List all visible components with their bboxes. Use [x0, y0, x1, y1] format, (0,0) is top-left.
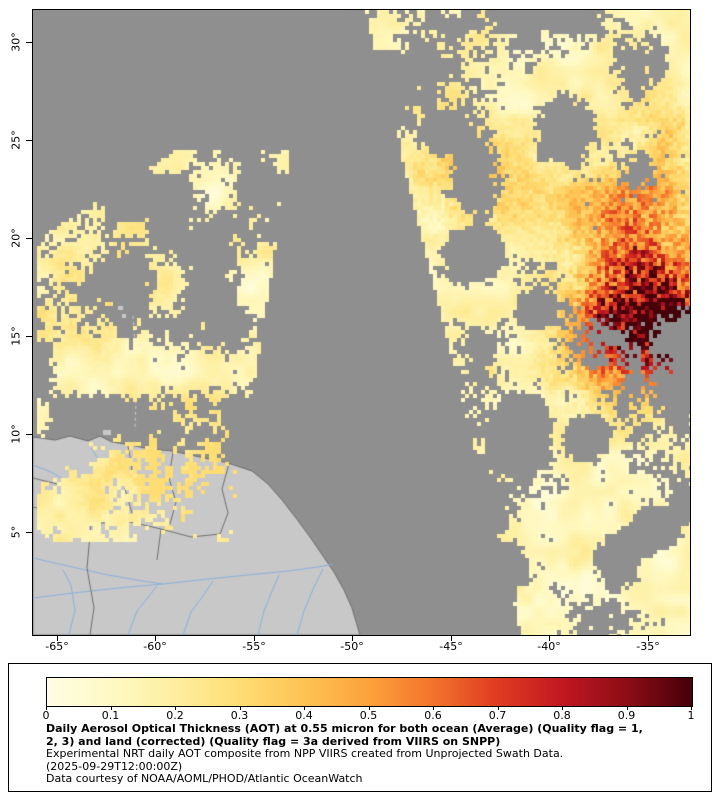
x-axis-tick-mark — [155, 636, 156, 641]
caption-courtesy: Data courtesy of NOAA/AOML/PHOD/Atlantic… — [46, 772, 363, 785]
caption-experimental: Experimental NRT daily AOT composite fro… — [46, 747, 564, 760]
colorbar-tick-label: 0.8 — [553, 709, 571, 722]
x-axis-tick-mark — [352, 636, 353, 641]
y-axis-tick-mark — [26, 532, 32, 533]
x-axis-tick-mark — [549, 636, 550, 641]
x-axis-tick-mark — [254, 636, 255, 641]
x-axis-tick-label: -40° — [537, 640, 561, 653]
colorbar-tick-mark — [626, 706, 628, 710]
colorbar-tick-label: 1 — [687, 709, 695, 722]
colorbar-tick-label: 0 — [42, 709, 50, 722]
colorbar-tick-mark — [433, 706, 434, 710]
caption: Daily Aerosol Optical Thickness (AOT) at… — [46, 722, 701, 786]
x-axis-tick-mark — [648, 636, 649, 641]
caption-title-line2: 2, 3) and land (corrected) (Quality flag… — [46, 734, 501, 748]
colorbar-tick-label: 0.4 — [295, 709, 313, 722]
caption-title: Daily Aerosol Optical Thickness (AOT) at… — [46, 722, 701, 748]
colorbar-tick-label: 0.1 — [101, 709, 120, 722]
x-axis-tick-label: -55° — [242, 640, 266, 653]
colorbar-tick-mark — [368, 706, 370, 710]
colorbar-tick-mark — [304, 706, 305, 710]
y-axis-tick-label: 30° — [9, 32, 23, 52]
y-axis-tick-mark — [26, 238, 32, 239]
aot-map-canvas — [32, 9, 691, 636]
colorbar-tick-mark — [691, 706, 692, 710]
colorbar-tick-label: 0.9 — [617, 709, 636, 722]
colorbar-tick-label: 0.5 — [359, 709, 378, 722]
colorbar-tick-mark — [46, 706, 47, 710]
colorbar-tick-label: 0.2 — [166, 709, 184, 722]
colorbar-tick-mark — [562, 706, 563, 710]
caption-timestamp: (2025-09-29T12:00:00Z) — [46, 759, 183, 773]
y-axis-tick-label: 5° — [9, 525, 23, 539]
x-axis-tick-label: -65° — [45, 640, 69, 653]
y-axis-tick-mark — [26, 140, 32, 141]
x-axis-tick-label: -45° — [439, 640, 463, 653]
y-axis-tick-mark — [26, 42, 32, 43]
caption-title-line1: Daily Aerosol Optical Thickness (AOT) at… — [46, 722, 643, 735]
y-axis-tick-label: 15° — [9, 326, 23, 346]
y-axis-tick-mark — [26, 336, 32, 337]
colorbar-tick-mark — [110, 706, 112, 710]
colorbar-tick-mark — [175, 706, 176, 710]
colorbar-tick-label: 0.6 — [424, 709, 442, 722]
legend-box: Daily Aerosol Optical Thickness (AOT) at… — [8, 663, 712, 792]
y-axis-tick-mark — [26, 434, 32, 435]
y-axis-tick-label: 20° — [9, 228, 23, 248]
x-axis-tick-mark — [57, 636, 58, 641]
y-axis-tick-label: 10° — [9, 424, 23, 444]
x-axis-tick-label: -35° — [636, 640, 660, 653]
y-axis-tick-label: 25° — [9, 130, 23, 150]
x-axis-tick-mark — [451, 636, 452, 641]
colorbar-tick-mark — [497, 706, 499, 710]
colorbar — [46, 677, 693, 707]
x-axis-tick-label: -60° — [143, 640, 167, 653]
colorbar-tick-mark — [239, 706, 241, 710]
x-axis-tick-label: -50° — [340, 640, 364, 653]
colorbar-tick-label: 0.7 — [488, 709, 507, 722]
colorbar-tick-label: 0.3 — [230, 709, 249, 722]
